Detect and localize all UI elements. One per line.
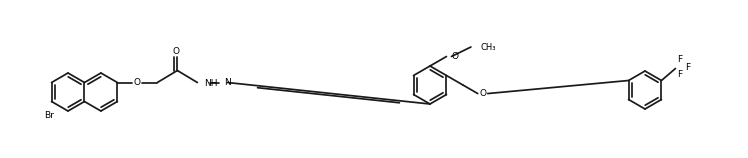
- Text: O: O: [172, 47, 180, 56]
- Text: O: O: [452, 52, 459, 61]
- Text: F: F: [678, 55, 683, 64]
- Text: Br: Br: [44, 112, 54, 121]
- Text: F: F: [685, 63, 690, 72]
- Text: N: N: [224, 78, 231, 87]
- Text: NH: NH: [204, 79, 218, 88]
- Text: CH₃: CH₃: [481, 43, 497, 52]
- Text: F: F: [678, 70, 683, 79]
- Text: O: O: [479, 89, 486, 98]
- Text: O: O: [134, 78, 141, 87]
